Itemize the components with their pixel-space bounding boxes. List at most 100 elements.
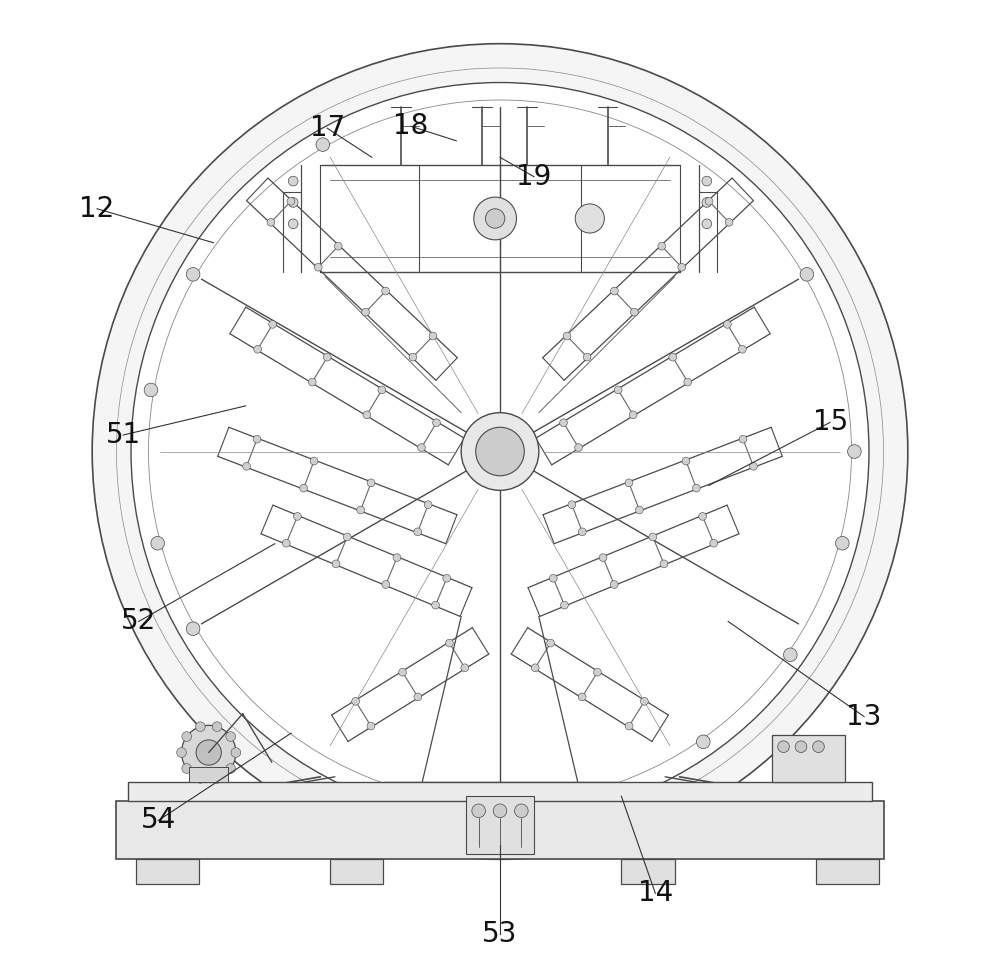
Circle shape <box>409 353 417 361</box>
Circle shape <box>705 197 713 205</box>
Text: 12: 12 <box>79 195 115 222</box>
Text: 19: 19 <box>516 163 552 190</box>
Circle shape <box>629 411 637 419</box>
Text: 54: 54 <box>141 807 176 834</box>
Bar <box>116 801 884 859</box>
Bar <box>330 859 383 884</box>
Circle shape <box>493 804 507 818</box>
Circle shape <box>334 243 342 251</box>
Circle shape <box>531 664 539 672</box>
Circle shape <box>182 763 192 773</box>
Circle shape <box>682 457 690 465</box>
Circle shape <box>186 267 200 282</box>
Circle shape <box>702 218 712 228</box>
Circle shape <box>750 462 757 470</box>
Circle shape <box>196 740 221 765</box>
Circle shape <box>583 353 591 361</box>
Circle shape <box>461 664 469 672</box>
Circle shape <box>625 722 633 730</box>
Circle shape <box>288 198 298 208</box>
Text: 17: 17 <box>310 115 345 142</box>
Circle shape <box>631 308 638 316</box>
Circle shape <box>212 721 222 731</box>
Circle shape <box>610 581 618 588</box>
Circle shape <box>784 648 797 661</box>
Circle shape <box>641 697 648 705</box>
Circle shape <box>485 209 505 228</box>
Circle shape <box>367 722 375 730</box>
Text: 18: 18 <box>393 113 428 140</box>
Circle shape <box>367 479 375 486</box>
Circle shape <box>684 378 692 385</box>
Circle shape <box>578 528 586 536</box>
Circle shape <box>382 581 390 588</box>
Circle shape <box>578 693 586 701</box>
Circle shape <box>710 539 718 547</box>
Circle shape <box>357 506 365 514</box>
Circle shape <box>254 346 262 353</box>
Circle shape <box>378 386 386 394</box>
Circle shape <box>343 533 351 541</box>
Circle shape <box>288 177 298 186</box>
Circle shape <box>243 462 250 470</box>
Circle shape <box>724 320 731 328</box>
Circle shape <box>177 748 186 757</box>
Circle shape <box>725 218 733 226</box>
Circle shape <box>699 513 706 520</box>
Circle shape <box>226 732 236 742</box>
Circle shape <box>212 774 222 784</box>
Bar <box>466 796 534 854</box>
Text: 51: 51 <box>106 421 141 449</box>
Circle shape <box>461 413 539 490</box>
Circle shape <box>702 198 712 208</box>
Circle shape <box>515 804 528 818</box>
Circle shape <box>267 218 275 226</box>
Circle shape <box>739 435 747 443</box>
Circle shape <box>323 353 331 361</box>
Circle shape <box>269 320 276 328</box>
Circle shape <box>316 138 330 151</box>
Circle shape <box>226 763 236 773</box>
Circle shape <box>314 263 322 271</box>
Circle shape <box>800 267 814 282</box>
Bar <box>189 767 228 782</box>
Circle shape <box>611 287 618 295</box>
Circle shape <box>836 536 849 550</box>
Circle shape <box>692 485 700 492</box>
Circle shape <box>599 553 607 561</box>
Circle shape <box>568 501 576 509</box>
Circle shape <box>144 384 158 397</box>
Circle shape <box>658 243 666 251</box>
Circle shape <box>195 721 205 731</box>
Circle shape <box>310 457 318 465</box>
Circle shape <box>549 575 557 583</box>
Circle shape <box>308 378 316 385</box>
Circle shape <box>696 735 710 749</box>
Circle shape <box>476 427 524 476</box>
Circle shape <box>399 668 406 676</box>
Text: 52: 52 <box>121 608 156 635</box>
Circle shape <box>625 479 633 486</box>
Circle shape <box>560 419 567 426</box>
Circle shape <box>352 697 359 705</box>
Text: 15: 15 <box>813 409 848 436</box>
Circle shape <box>393 553 401 561</box>
Circle shape <box>182 725 236 780</box>
Circle shape <box>614 386 622 394</box>
Circle shape <box>432 601 439 609</box>
Circle shape <box>424 501 432 509</box>
Bar <box>128 782 872 801</box>
Circle shape <box>795 741 807 753</box>
Circle shape <box>182 732 192 742</box>
Circle shape <box>131 83 869 820</box>
Circle shape <box>472 804 485 818</box>
Circle shape <box>678 263 686 271</box>
Bar <box>136 859 199 884</box>
Circle shape <box>575 444 582 452</box>
Circle shape <box>547 639 554 647</box>
Circle shape <box>563 332 571 340</box>
Circle shape <box>92 44 908 859</box>
Circle shape <box>186 621 200 636</box>
Circle shape <box>848 445 861 458</box>
Circle shape <box>660 560 668 568</box>
